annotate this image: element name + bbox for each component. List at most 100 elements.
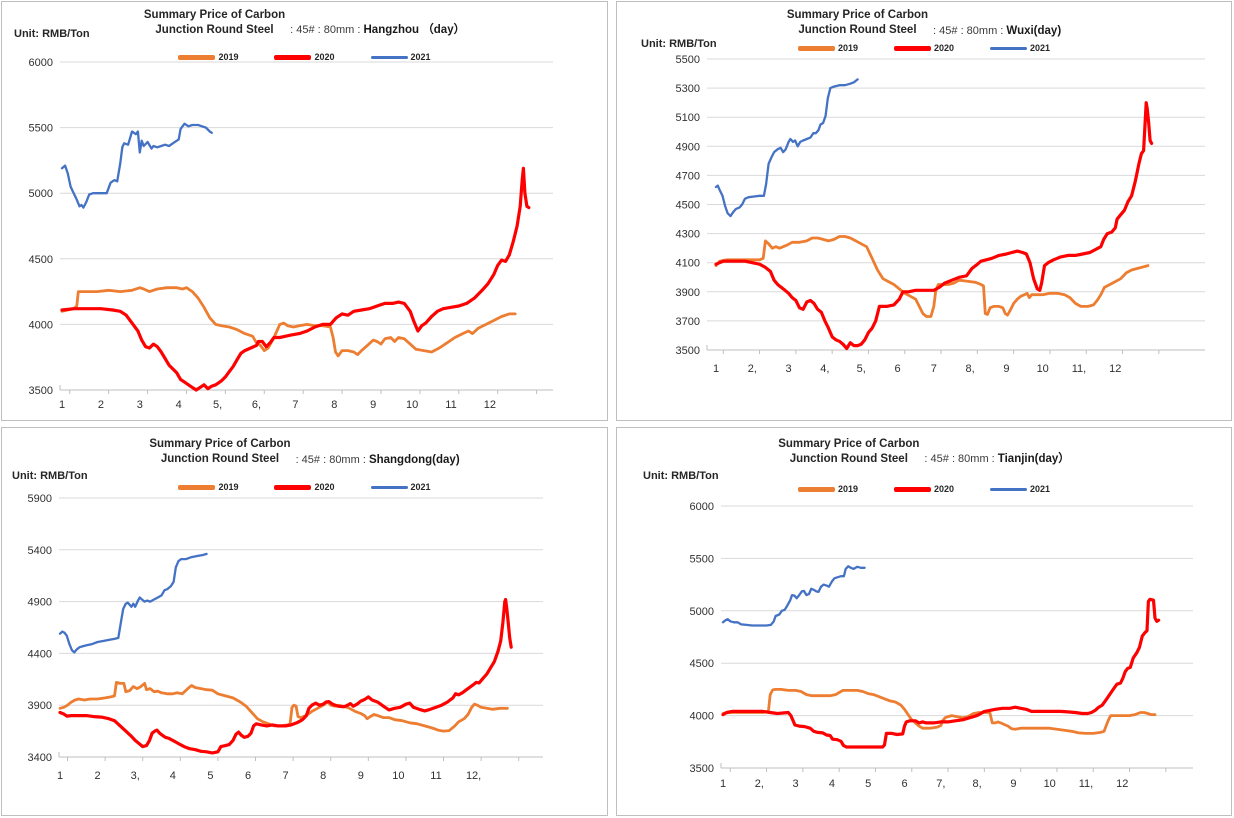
svg-text:4500: 4500	[690, 658, 714, 670]
svg-text:4300: 4300	[676, 229, 700, 241]
title-spec: : 45# : 80mm :	[290, 24, 361, 36]
svg-text:5400: 5400	[28, 545, 52, 557]
svg-text:11: 11	[445, 399, 456, 411]
legend-item-2019: 2019	[178, 482, 238, 492]
legend-swatch-2019	[797, 45, 835, 51]
svg-text:8,: 8,	[973, 778, 982, 790]
svg-text:5,: 5,	[857, 363, 866, 375]
chart-title: Summary Price of Carbon Junction Round S…	[617, 8, 1231, 38]
legend-label-2021: 2021	[410, 52, 431, 62]
unit-label: Unit: RMB/Ton	[643, 470, 719, 482]
svg-text:7: 7	[931, 363, 937, 375]
svg-text:10: 10	[406, 399, 418, 411]
chart-panel-hangzhou: 6000 5500 5000 4500 4000 3500 1 2 3 4 5, 6, 7 8 9 10 11 1…	[1, 1, 608, 421]
title-city: Wuxi(day)	[1006, 25, 1062, 37]
svg-text:6: 6	[245, 770, 251, 782]
svg-text:4,: 4,	[820, 363, 829, 375]
title-line1: Summary Price of Carbon	[143, 9, 286, 21]
wuxi-line-chart: 5500 5300 5100 4900 4700 4500 4300 4100 3900 3700…	[676, 54, 1205, 375]
legend-label-2019: 2019	[218, 52, 239, 62]
svg-text:5: 5	[207, 770, 213, 782]
svg-text:3: 3	[137, 399, 143, 411]
svg-text:4: 4	[176, 399, 182, 411]
legend-label-2019: 2019	[837, 43, 858, 53]
title-city: Hangzhou （day）	[363, 24, 466, 36]
svg-text:11,: 11,	[1072, 363, 1086, 375]
legend-label-2020: 2020	[314, 482, 335, 492]
title-line1: Summary Price of Carbon	[786, 9, 929, 21]
svg-text:5: 5	[865, 778, 871, 790]
svg-text:3900: 3900	[676, 287, 700, 299]
svg-text:2: 2	[98, 399, 104, 411]
legend-label-2019: 2019	[218, 482, 239, 492]
svg-text:4000: 4000	[29, 319, 53, 331]
tianjin-line-chart: 6000 5500 5000 4500 4000 3500 1 2, 3 4 5 6 7, 8, 9 10 11…	[690, 501, 1193, 790]
legend-item-2019: 2019	[797, 484, 858, 494]
legend-swatch-2020	[274, 484, 312, 490]
svg-text:4100: 4100	[676, 258, 700, 270]
svg-text:11: 11	[430, 770, 441, 782]
title-line2: Junction Round Steel	[155, 24, 274, 36]
svg-text:5500: 5500	[676, 54, 700, 66]
svg-text:5,: 5,	[213, 399, 222, 411]
title-line2: Junction Round Steel	[798, 24, 917, 36]
svg-text:1: 1	[57, 770, 63, 782]
svg-text:4: 4	[829, 778, 835, 790]
svg-text:5300: 5300	[676, 83, 700, 95]
svg-text:3: 3	[793, 778, 799, 790]
title-city: Tianjin(day）	[997, 453, 1070, 465]
svg-text:10: 10	[1044, 778, 1056, 790]
legend-swatch-2019	[797, 486, 835, 492]
title-line1: Summary Price of Carbon	[149, 438, 291, 450]
svg-text:2: 2	[95, 770, 101, 782]
legend: 2019 2020 2021	[2, 52, 607, 62]
chart-panel-shangdong: 5900 5400 4900 4400 3900 3400 1 2 3, 4 5 6 7 8 9 10 11 12…	[1, 427, 608, 816]
svg-text:3900: 3900	[28, 700, 52, 712]
legend-swatch-2020	[893, 45, 931, 51]
legend-swatch-2020	[893, 486, 931, 492]
legend-item-2020: 2020	[274, 52, 335, 62]
svg-text:4500: 4500	[29, 254, 53, 266]
legend-swatch-2019	[178, 54, 216, 60]
legend-item-2020: 2020	[893, 43, 955, 53]
svg-text:5000: 5000	[690, 606, 714, 618]
unit-label: Unit: RMB/Ton	[641, 38, 717, 50]
legend-swatch-2021	[370, 55, 408, 59]
unit-label: Unit: RMB/Ton	[14, 28, 90, 40]
svg-text:12: 12	[1116, 778, 1128, 790]
shangdong-line-chart: 5900 5400 4900 4400 3900 3400 1 2 3, 4 5 6 7 8 9 10 11 12…	[28, 493, 543, 782]
svg-text:3500: 3500	[29, 385, 53, 397]
svg-text:6000: 6000	[690, 501, 714, 513]
svg-text:8: 8	[331, 399, 337, 411]
svg-text:6000: 6000	[29, 57, 53, 69]
svg-text:9: 9	[370, 399, 376, 411]
svg-text:4500: 4500	[676, 200, 700, 212]
svg-text:4700: 4700	[676, 170, 700, 182]
title-line2: Junction Round Steel	[789, 453, 908, 465]
legend-item-2019: 2019	[178, 52, 238, 62]
title-spec: : 45# : 80mm :	[295, 454, 366, 466]
legend: 2019 2020 2021	[617, 484, 1231, 494]
title-spec: : 45# : 80mm :	[933, 25, 1004, 37]
svg-text:3700: 3700	[676, 316, 700, 328]
svg-text:1: 1	[713, 363, 719, 375]
legend-swatch-2019	[178, 484, 216, 490]
svg-text:4900: 4900	[676, 141, 700, 153]
legend-swatch-2020	[274, 54, 312, 60]
svg-text:10: 10	[392, 770, 404, 782]
legend-item-2020: 2020	[893, 484, 955, 494]
svg-text:3: 3	[786, 363, 792, 375]
svg-text:9: 9	[1003, 363, 1009, 375]
svg-text:5500: 5500	[29, 123, 53, 135]
legend-swatch-2021	[990, 487, 1028, 491]
legend-label-2020: 2020	[933, 484, 955, 494]
svg-text:7,: 7,	[936, 778, 945, 790]
svg-text:9: 9	[358, 770, 364, 782]
legend-label-2020: 2020	[314, 52, 335, 62]
legend-label-2021: 2021	[410, 482, 431, 492]
svg-text:6: 6	[901, 778, 907, 790]
legend-label-2020: 2020	[933, 43, 955, 53]
legend: 2019 2020 2021	[2, 482, 607, 492]
